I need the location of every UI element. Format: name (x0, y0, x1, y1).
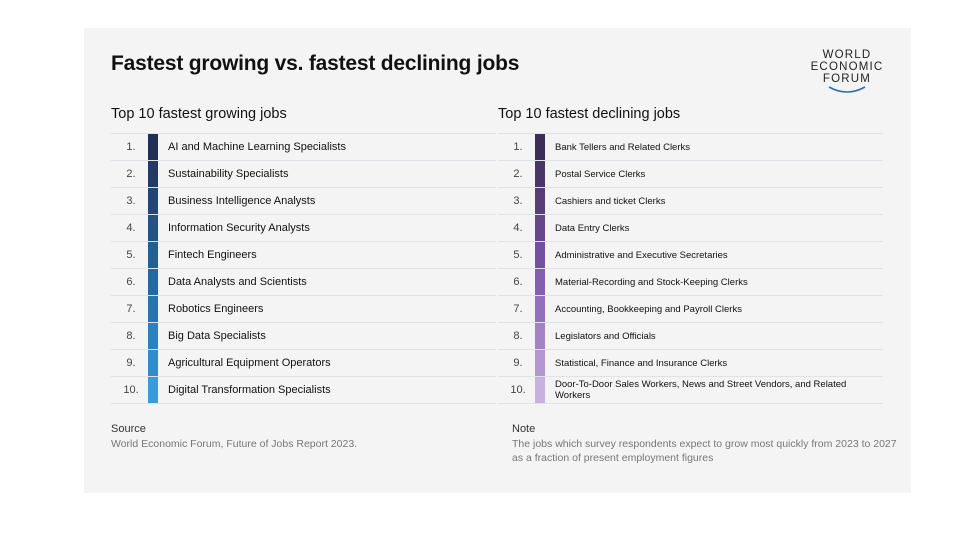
rank-color-bar (535, 242, 545, 268)
source-block: Source World Economic Forum, Future of J… (111, 423, 441, 451)
table-row: 1. AI and Machine Learning Specialists (111, 134, 496, 161)
rank-number: 8. (513, 330, 523, 342)
rank-number: 6. (126, 276, 136, 288)
rank-number: 8. (126, 330, 136, 342)
job-title: Accounting, Bookkeeping and Payroll Cler… (555, 303, 742, 315)
rank-number: 7. (126, 303, 136, 315)
table-row: 2. Postal Service Clerks (498, 161, 883, 188)
job-title: Data Analysts and Scientists (168, 275, 307, 288)
rank-number: 5. (126, 249, 136, 261)
rank-color-bar (148, 161, 158, 187)
job-title: Big Data Specialists (168, 329, 266, 342)
job-title: Data Entry Clerks (555, 222, 630, 234)
note-block: Note The jobs which survey respondents e… (512, 423, 897, 465)
rank-color-bar (535, 188, 545, 214)
rank-color-bar (148, 188, 158, 214)
table-row: 10. Door-To-Door Sales Workers, News and … (498, 377, 883, 404)
rank-number: 4. (126, 222, 136, 234)
job-title: Material-Recording and Stock-Keeping Cle… (555, 276, 748, 288)
rank-number: 7. (513, 303, 523, 315)
table-row: 9. Agricultural Equipment Operators (111, 350, 496, 377)
table-row: 7. Accounting, Bookkeeping and Payroll Cl… (498, 296, 883, 323)
job-title: Robotics Engineers (168, 302, 264, 315)
rank-number: 5. (513, 249, 523, 261)
rank-number: 10. (123, 384, 139, 396)
table-row: 7. Robotics Engineers (111, 296, 496, 323)
chart-title: Fastest growing vs. fastest declining jo… (111, 52, 520, 75)
logo-line-3: FORUM (822, 73, 872, 85)
rank-number: 2. (513, 168, 523, 180)
table-row: 1. Bank Tellers and Related Clerks (498, 134, 883, 161)
rank-color-bar (148, 242, 158, 268)
wef-logo: WORLD ECONOMIC FORUM (802, 49, 892, 94)
rank-color-bar (535, 296, 545, 322)
job-title: Bank Tellers and Related Clerks (555, 141, 691, 153)
rank-number: 6. (513, 276, 523, 288)
job-title: Sustainability Specialists (168, 167, 289, 180)
source-text: World Economic Forum, Future of Jobs Rep… (111, 438, 358, 450)
table-row: 4. Information Security Analysts (111, 215, 496, 242)
logo-swoosh-icon (828, 86, 866, 93)
job-title: Administrative and Executive Secretaries (555, 249, 728, 261)
table-row: 8. Legislators and Officials (498, 323, 883, 350)
rank-number: 3. (126, 195, 136, 207)
rank-color-bar (535, 215, 545, 241)
job-title: Fintech Engineers (168, 248, 257, 261)
table-row: 9. Statistical, Finance and Insurance Cle… (498, 350, 883, 377)
source-label: Source (111, 423, 146, 435)
job-title: Cashiers and ticket Clerks (555, 195, 666, 207)
rank-number: 2. (126, 168, 136, 180)
table-row: 2. Sustainability Specialists (111, 161, 496, 188)
rank-color-bar (148, 134, 158, 160)
growing-jobs-column: Top 10 fastest growing jobs 1. AI and Mac… (111, 106, 496, 404)
chart-card: Fastest growing vs. fastest declining jo… (84, 28, 911, 493)
rank-color-bar (535, 269, 545, 295)
growing-jobs-heading: Top 10 fastest growing jobs (111, 106, 287, 122)
rank-number: 10. (510, 384, 526, 396)
note-text: The jobs which survey respondents expect… (512, 438, 897, 464)
table-row: 5. Fintech Engineers (111, 242, 496, 269)
rank-color-bar (535, 350, 545, 376)
job-title: Business Intelligence Analysts (168, 194, 316, 207)
rank-color-bar (535, 161, 545, 187)
rank-number: 9. (126, 357, 136, 369)
job-title: AI and Machine Learning Specialists (168, 140, 346, 153)
rank-color-bar (148, 377, 158, 403)
note-label: Note (512, 423, 536, 435)
rank-color-bar (535, 134, 545, 160)
job-title: Digital Transformation Specialists (168, 383, 331, 396)
rank-color-bar (535, 377, 545, 403)
declining-jobs-column: Top 10 fastest declining jobs 1. Bank Tel… (498, 106, 883, 404)
rank-number: 9. (513, 357, 523, 369)
rank-number: 4. (513, 222, 523, 234)
job-title: Statistical, Finance and Insurance Clerk… (555, 357, 728, 369)
rank-number: 1. (126, 141, 136, 153)
table-row: 3. Cashiers and ticket Clerks (498, 188, 883, 215)
table-row: 8. Big Data Specialists (111, 323, 496, 350)
rank-color-bar (148, 350, 158, 376)
table-row: 6. Data Analysts and Scientists (111, 269, 496, 296)
declining-jobs-heading: Top 10 fastest declining jobs (498, 106, 681, 122)
rank-number: 3. (513, 195, 523, 207)
job-title: Agricultural Equipment Operators (168, 356, 331, 369)
rank-color-bar (148, 215, 158, 241)
logo-line-2: ECONOMIC (810, 61, 884, 73)
rank-number: 1. (513, 141, 523, 153)
rank-color-bar (535, 323, 545, 349)
table-row: 4. Data Entry Clerks (498, 215, 883, 242)
rank-color-bar (148, 323, 158, 349)
rank-color-bar (148, 296, 158, 322)
table-row: 5. Administrative and Executive Secretari… (498, 242, 883, 269)
job-title: Postal Service Clerks (555, 168, 646, 180)
job-title: Information Security Analysts (168, 221, 310, 234)
declining-jobs-table: 1. Bank Tellers and Related Clerks 2. Posta… (498, 133, 883, 404)
table-row: 6. Material-Recording and Stock-Keeping C… (498, 269, 883, 296)
job-title: Door-To-Door Sales Workers, News and Str… (555, 379, 847, 401)
table-row: 10. Digital Transformation Specialists (111, 377, 496, 404)
table-row: 3. Business Intelligence Analysts (111, 188, 496, 215)
job-title: Legislators and Officials (555, 330, 656, 342)
rank-color-bar (148, 269, 158, 295)
logo-line-1: WORLD (822, 49, 872, 61)
growing-jobs-table: 1. AI and Machine Learning Specialists 2. S… (111, 133, 496, 404)
